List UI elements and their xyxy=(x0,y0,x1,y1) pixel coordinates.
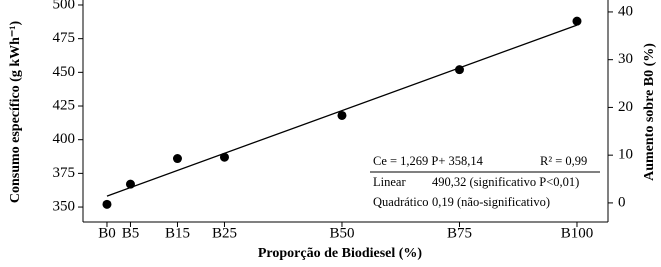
y2-tick-label: 10 xyxy=(618,147,633,163)
y2-tick-label: 40 xyxy=(618,3,633,19)
x-tick-label: B0 xyxy=(98,225,116,241)
point xyxy=(219,152,229,162)
x-tick-label: B75 xyxy=(447,225,472,241)
annotation-r2: R² = 0,99 xyxy=(540,154,587,168)
x-tick-label: B50 xyxy=(329,225,354,241)
point xyxy=(125,179,135,189)
annotation-row-label: Quadrático xyxy=(373,195,429,209)
annotation-row-value: 0,19 (não-significativo) xyxy=(432,195,550,209)
y2-tick-label: 30 xyxy=(618,51,633,67)
y2-tick-label: 20 xyxy=(618,99,633,115)
point xyxy=(102,199,112,209)
x-tick-label: B15 xyxy=(165,225,190,241)
y-tick-label: 500 xyxy=(53,0,76,12)
y-tick-label: 375 xyxy=(53,165,76,181)
fit-line xyxy=(106,24,578,197)
point xyxy=(454,65,464,75)
y2-tick-label: 0 xyxy=(618,194,626,210)
x-tick-label: B25 xyxy=(212,225,237,241)
point xyxy=(572,16,582,26)
y-tick-label: 450 xyxy=(53,64,76,80)
y-tick-label: 475 xyxy=(53,30,76,46)
point xyxy=(337,110,347,120)
y-axis-label: Consumo específico (g kWh⁻¹) xyxy=(8,21,23,204)
annotation-equation: Ce = 1,269 P+ 358,14 xyxy=(373,154,484,168)
annotation-row-label: Linear xyxy=(373,175,406,189)
point xyxy=(172,154,182,164)
y-tick-label: 400 xyxy=(53,131,76,147)
annotation-row-value: 490,32 (significativo P<0,01) xyxy=(432,175,579,189)
y-tick-label: 350 xyxy=(53,198,76,214)
y2-axis-label: Aumento sobre B0 (%) xyxy=(642,43,657,181)
y-tick-label: 425 xyxy=(53,97,76,113)
x-tick-label: B5 xyxy=(122,225,140,241)
x-axis-label: Proporção de Biodiesel (%) xyxy=(258,246,423,261)
x-tick-label: B100 xyxy=(561,225,594,241)
